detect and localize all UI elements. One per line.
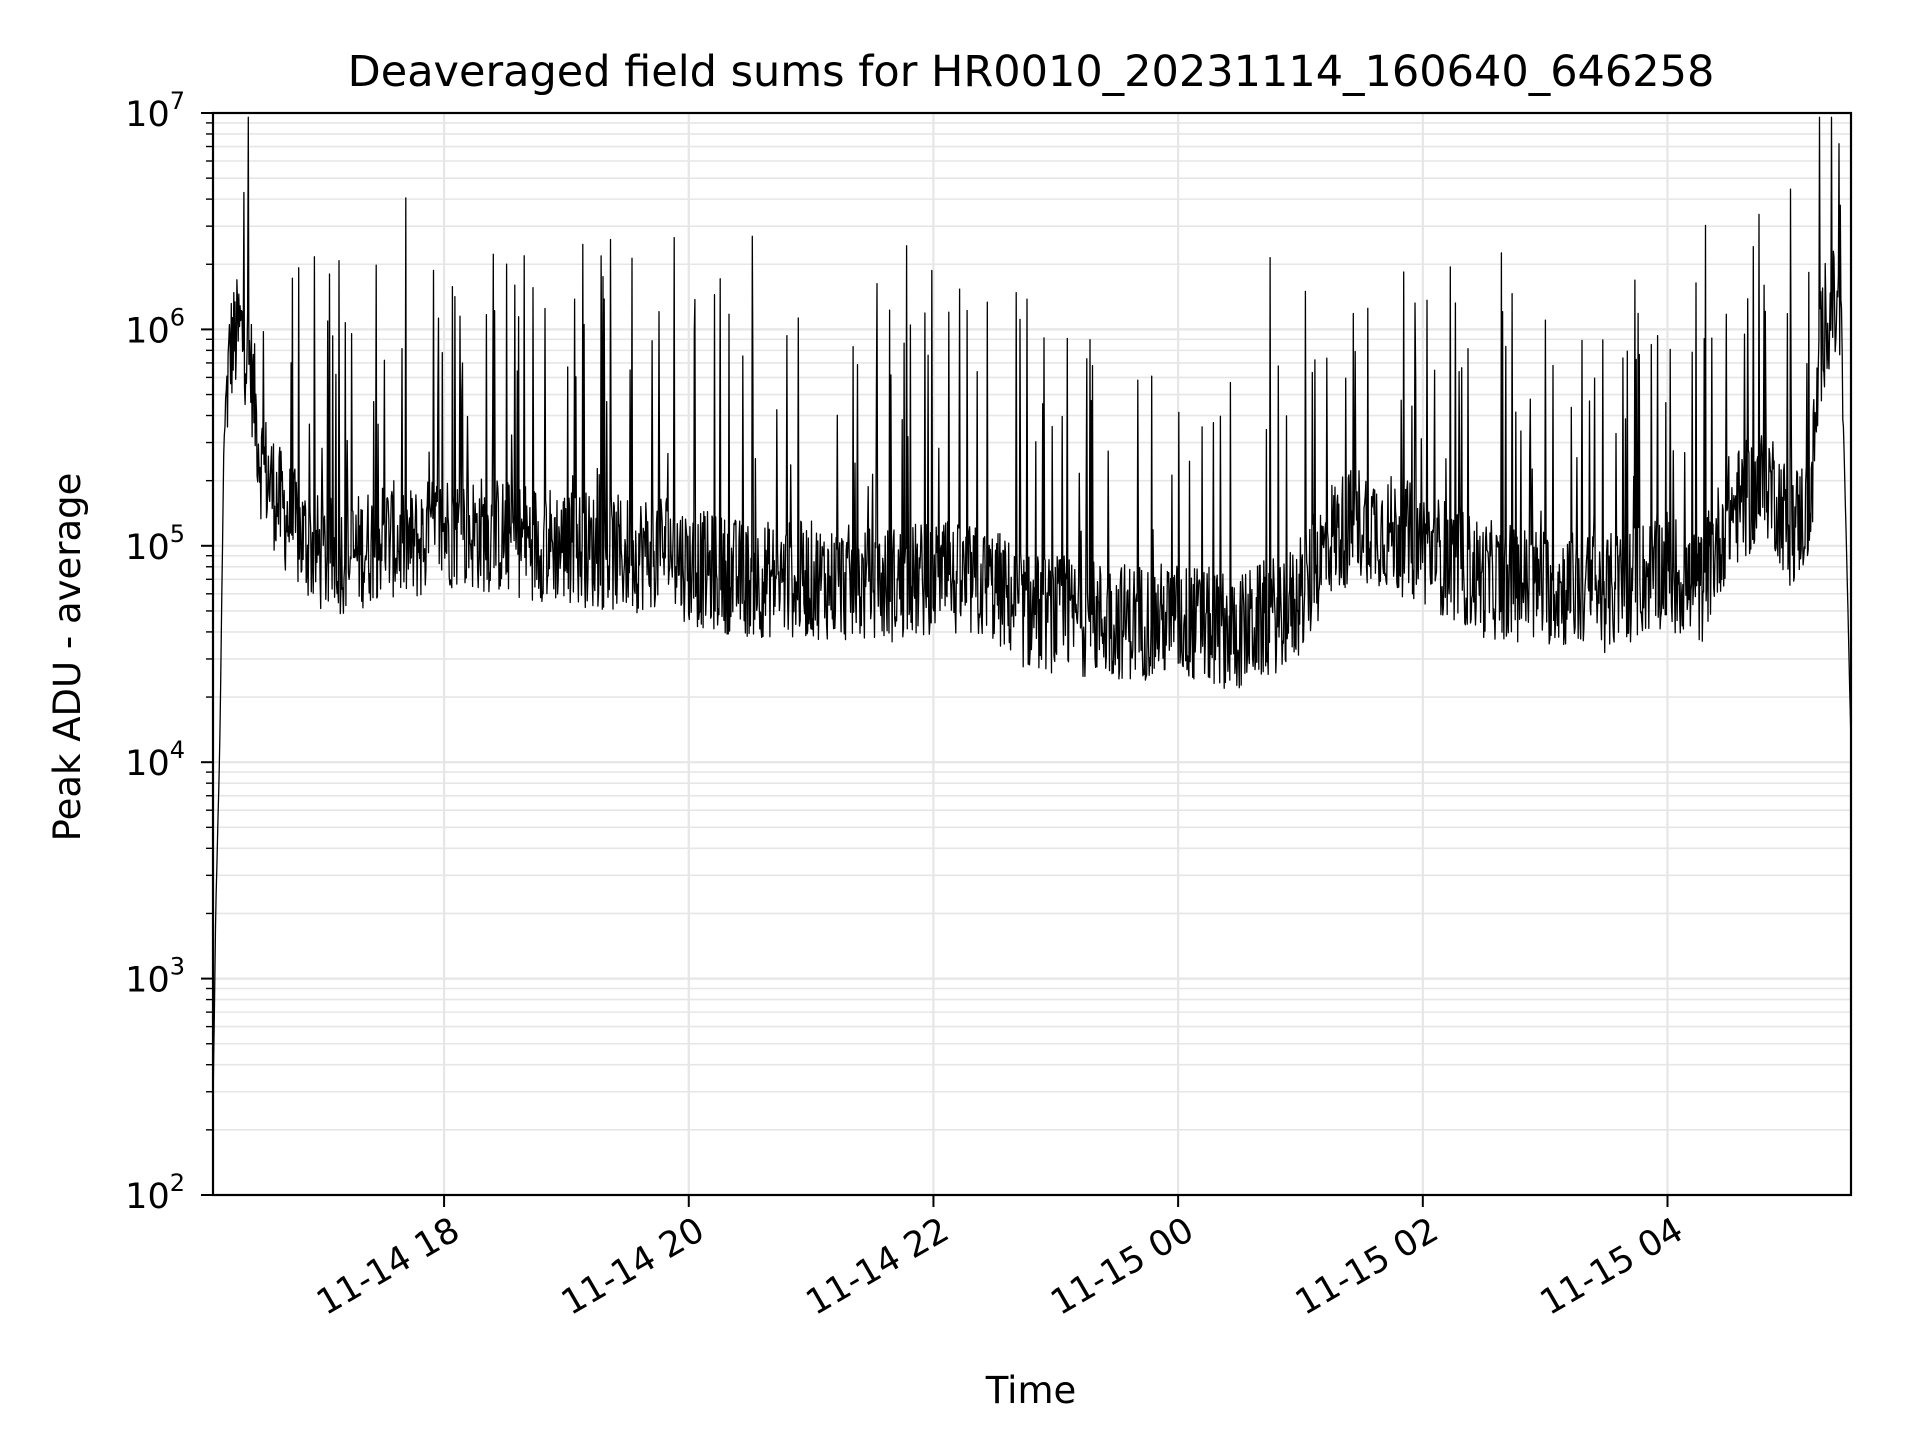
y-tick-exponent: 3 (170, 953, 185, 981)
y-tick-label: 103 (125, 953, 185, 1001)
series-path (212, 116, 1852, 1109)
chart-title: Deaveraged field sums for HR0010_2023111… (348, 47, 1715, 97)
y-axis-label: Peak ADU - average (46, 473, 89, 842)
y-tick-base: 10 (125, 744, 170, 784)
y-tick-base: 10 (125, 311, 170, 351)
y-tick-exponent: 2 (170, 1169, 185, 1197)
y-tick-exponent: 6 (170, 303, 185, 331)
y-tick-exponent: 4 (170, 736, 185, 764)
y-tick-label: 106 (125, 303, 185, 351)
series-line (212, 116, 1852, 1109)
y-tick-base: 10 (125, 95, 170, 135)
y-tick-label: 102 (125, 1169, 185, 1217)
axes (201, 111, 1853, 1207)
y-tick-base: 10 (125, 528, 170, 568)
y-tick-exponent: 7 (170, 87, 185, 115)
y-tick-exponent: 5 (170, 520, 185, 548)
y-tick-label: 107 (125, 87, 185, 135)
x-axis-label: Time (985, 1369, 1077, 1412)
y-tick-label: 104 (125, 736, 185, 784)
plot-frame (211, 111, 1853, 1197)
y-tick-base: 10 (125, 961, 170, 1001)
y-tick-label: 105 (125, 520, 185, 568)
y-tick-base: 10 (125, 1177, 170, 1217)
